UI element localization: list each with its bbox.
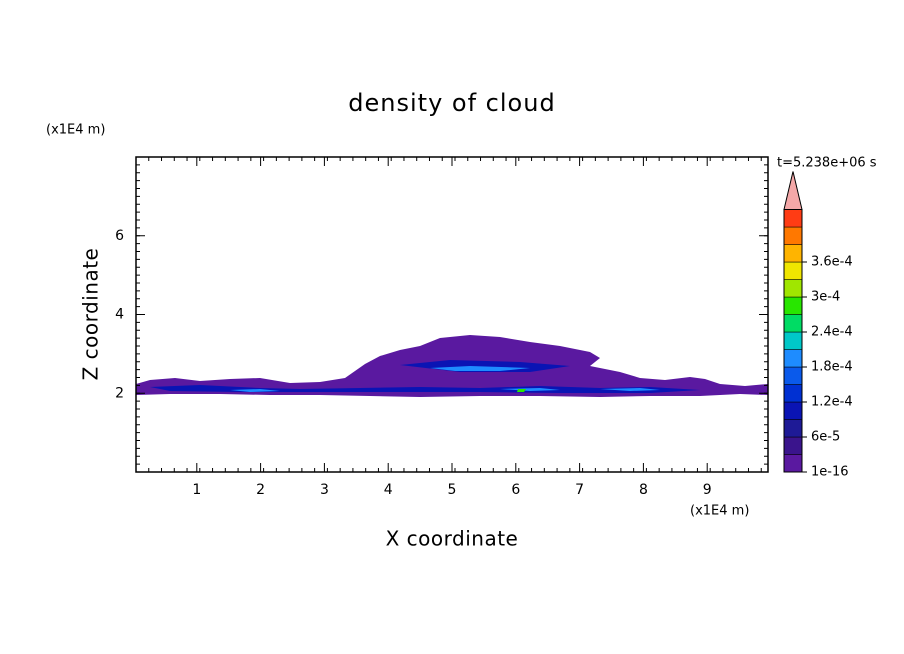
colorbar-band bbox=[783, 296, 803, 315]
x-tick-label: 6 bbox=[511, 482, 520, 498]
colorbar-band bbox=[783, 384, 803, 403]
x-unit: (x1E4 m) bbox=[690, 504, 749, 519]
colorbar-band bbox=[783, 244, 803, 263]
colorbar-tick-label: 6e-5 bbox=[811, 430, 840, 445]
colorbar-band bbox=[783, 401, 803, 420]
colorbar-band bbox=[783, 261, 803, 280]
colorbar-band bbox=[783, 419, 803, 438]
y-unit: (x1E4 m) bbox=[46, 123, 105, 138]
plot-frame bbox=[135, 156, 769, 473]
colorbar-band bbox=[783, 209, 803, 228]
colorbar-band bbox=[783, 436, 803, 455]
colorbar-frame bbox=[783, 209, 803, 473]
colorbar-band bbox=[783, 331, 803, 350]
colorbar-band bbox=[783, 366, 803, 385]
colorbar-tick-label: 3.6e-4 bbox=[811, 255, 853, 270]
colorbar-tick-label: 1e-16 bbox=[811, 465, 849, 480]
colorbar-band bbox=[783, 314, 803, 333]
colorbar-tick-label: 1.2e-4 bbox=[811, 395, 853, 410]
x-tick-label: 5 bbox=[448, 482, 457, 498]
y-tick-label: 2 bbox=[115, 385, 124, 401]
y-tick-label: 6 bbox=[115, 228, 124, 244]
time-label: t=5.238e+06 s bbox=[777, 156, 877, 171]
cloud-core bbox=[430, 366, 530, 371]
x-tick-label: 4 bbox=[384, 482, 393, 498]
x-tick-label: 2 bbox=[256, 482, 265, 498]
x-tick-label: 7 bbox=[575, 482, 584, 498]
x-tick-label: 3 bbox=[320, 482, 329, 498]
x-tick-label: 1 bbox=[192, 482, 201, 498]
chart-title: density of cloud bbox=[348, 89, 555, 117]
colorbar-tick-label: 1.8e-4 bbox=[811, 360, 853, 375]
colorbar-band bbox=[783, 279, 803, 298]
colorbar-tick-label: 2.4e-4 bbox=[811, 325, 853, 340]
y-tick-label: 4 bbox=[115, 307, 124, 323]
cloud-field bbox=[136, 335, 768, 397]
x-axis-label: X coordinate bbox=[386, 527, 519, 551]
y-axis-label: Z coordinate bbox=[79, 248, 103, 381]
x-tick-label: 8 bbox=[639, 482, 648, 498]
colorbar-band bbox=[783, 349, 803, 368]
cloud-core bbox=[517, 389, 526, 392]
cloud-core bbox=[150, 385, 700, 393]
colorbar-band bbox=[783, 454, 803, 473]
colorbar-tick-label: 3e-4 bbox=[811, 290, 840, 305]
colorbar-band bbox=[783, 226, 803, 245]
colorbar-extend bbox=[783, 171, 803, 210]
x-tick-label: 9 bbox=[703, 482, 712, 498]
